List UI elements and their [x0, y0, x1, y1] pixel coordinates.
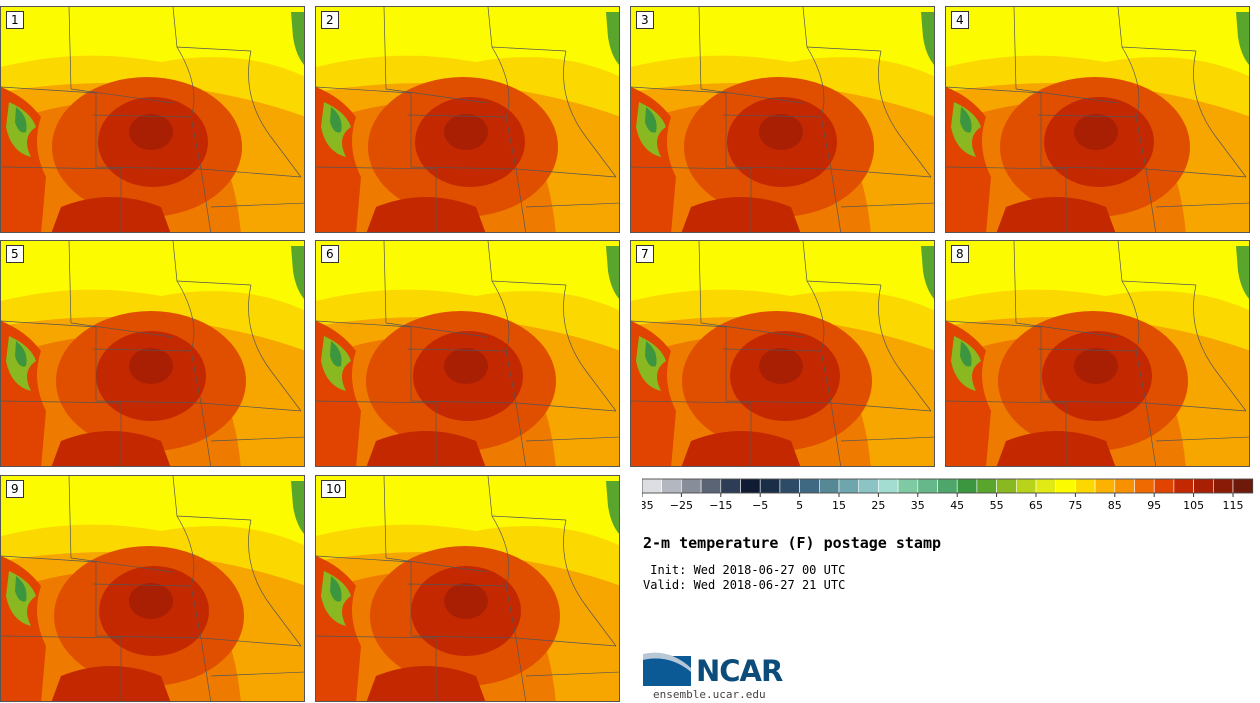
colorbar-swatch	[1134, 478, 1155, 494]
colorbar-swatch	[996, 478, 1017, 494]
temperature-colorbar: −35 −25 −15 −5 5 15 25 35 45 55 65 75 85 95 105 115	[642, 478, 1254, 512]
panel-number: 10	[321, 480, 347, 498]
colorbar-swatch	[700, 478, 722, 494]
colorbar-swatch	[740, 478, 761, 494]
colorbar-swatch	[1173, 478, 1194, 494]
ncar-logo-icon	[643, 652, 691, 686]
map-panel: 2	[315, 6, 620, 233]
colorbar-swatch	[1153, 478, 1175, 494]
colorbar-tick-label: 105	[1183, 499, 1204, 512]
colorbar-tick-label: 35	[911, 499, 925, 512]
panel-number: 7	[636, 245, 654, 263]
colorbar-swatch	[1035, 478, 1057, 494]
colorbar-swatch	[799, 478, 820, 494]
colorbar-swatch	[1015, 478, 1037, 494]
panel-number: 1	[6, 11, 24, 29]
colorbar-swatch	[681, 478, 702, 494]
colorbar-tick-label: −35	[642, 499, 654, 512]
colorbar-swatch	[1094, 478, 1116, 494]
colorbar-tick-label: 5	[796, 499, 803, 512]
colorbar-tick-label: −25	[670, 499, 693, 512]
map-panel: 7	[630, 240, 935, 467]
map-panel: 6	[315, 240, 620, 467]
colorbar-tick-label: 65	[1029, 499, 1043, 512]
colorbar-swatch	[956, 478, 978, 494]
colorbar-swatch	[878, 478, 899, 494]
panel-number: 8	[951, 245, 969, 263]
init-time: Init: Wed 2018-06-27 00 UTC	[643, 563, 846, 577]
colorbar-tick-label: 45	[950, 499, 964, 512]
colorbar-swatch	[779, 478, 800, 494]
colorbar-swatch	[1075, 478, 1096, 494]
colorbar-swatch	[759, 478, 781, 494]
colorbar-swatch	[937, 478, 958, 494]
colorbar-swatch	[838, 478, 860, 494]
colorbar-swatch	[1055, 478, 1076, 494]
panel-number: 5	[6, 245, 24, 263]
colorbar-swatch	[661, 478, 682, 494]
colorbar-swatch	[897, 478, 919, 494]
colorbar-swatch	[819, 478, 840, 494]
colorbar-tick-label: 115	[1223, 499, 1244, 512]
panel-number: 3	[636, 11, 654, 29]
panel-number: 2	[321, 11, 339, 29]
colorbar-tick-label: 85	[1108, 499, 1122, 512]
map-panel: 4	[945, 6, 1250, 233]
colorbar-tick-label: 75	[1068, 499, 1082, 512]
colorbar-swatch	[1114, 478, 1135, 494]
colorbar-swatch	[1212, 478, 1234, 494]
panel-number: 9	[6, 480, 24, 498]
figure-title: 2-m temperature (F) postage stamp	[643, 534, 942, 552]
colorbar-tick-label: 55	[990, 499, 1004, 512]
colorbar-swatch	[720, 478, 741, 494]
colorbar-swatch	[858, 478, 879, 494]
ncar-logo-text: NCAR	[696, 654, 783, 688]
map-panel: 8	[945, 240, 1250, 467]
panel-number: 4	[951, 11, 969, 29]
colorbar-swatch	[642, 478, 663, 494]
valid-time: Valid: Wed 2018-06-27 21 UTC	[643, 578, 846, 592]
panel-number: 6	[321, 245, 339, 263]
colorbar-tick-label: 95	[1147, 499, 1161, 512]
colorbar-swatch	[976, 478, 997, 494]
map-panel: 3	[630, 6, 935, 233]
colorbar-tick-label: −15	[709, 499, 732, 512]
colorbar-tick-label: 15	[832, 499, 846, 512]
map-panel: 9	[0, 475, 305, 702]
colorbar-swatch	[917, 478, 938, 494]
colorbar-tick-label: 25	[871, 499, 885, 512]
colorbar-swatch	[1232, 478, 1254, 494]
colorbar-swatch	[1193, 478, 1214, 494]
map-panel: 10	[315, 475, 620, 702]
logo-url: ensemble.ucar.edu	[653, 688, 766, 701]
map-panel: 5	[0, 240, 305, 467]
colorbar-tick-label: −5	[752, 499, 768, 512]
map-panel: 1	[0, 6, 305, 233]
